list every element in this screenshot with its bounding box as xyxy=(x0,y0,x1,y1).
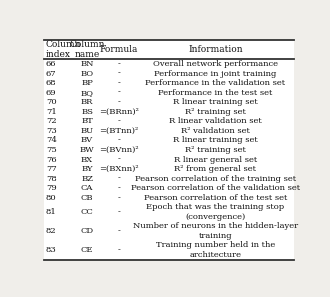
Text: R linear validation set: R linear validation set xyxy=(169,117,262,125)
Text: BX: BX xyxy=(81,156,93,164)
Text: -: - xyxy=(117,136,120,144)
Text: -: - xyxy=(117,60,120,68)
Text: -: - xyxy=(117,89,120,97)
Text: 83: 83 xyxy=(46,246,57,254)
Text: -: - xyxy=(117,246,120,254)
Text: Overall network performance: Overall network performance xyxy=(153,60,278,68)
Text: CA: CA xyxy=(81,184,93,192)
Text: -: - xyxy=(117,69,120,78)
Text: 80: 80 xyxy=(46,194,56,202)
Text: R linear training set: R linear training set xyxy=(173,136,258,144)
Text: -: - xyxy=(117,79,120,87)
Text: Pearson correlation of the validation set: Pearson correlation of the validation se… xyxy=(131,184,300,192)
Text: BU: BU xyxy=(81,127,94,135)
Text: 75: 75 xyxy=(46,146,57,154)
Text: BV: BV xyxy=(81,136,93,144)
Text: Pearson correlation of the test set: Pearson correlation of the test set xyxy=(144,194,287,202)
Text: Performance in joint training: Performance in joint training xyxy=(154,69,277,78)
Text: 73: 73 xyxy=(46,127,57,135)
Text: 74: 74 xyxy=(46,136,57,144)
Text: BS: BS xyxy=(81,108,93,116)
Text: CC: CC xyxy=(81,208,93,216)
Text: =(BXnn)²: =(BXnn)² xyxy=(99,165,139,173)
Text: BO: BO xyxy=(81,69,94,78)
Text: -: - xyxy=(117,194,120,202)
Text: Performance in the test set: Performance in the test set xyxy=(158,89,273,97)
Text: -: - xyxy=(117,227,120,235)
Text: CE: CE xyxy=(81,246,93,254)
Text: Performance in the validation set: Performance in the validation set xyxy=(146,79,285,87)
Text: 78: 78 xyxy=(46,175,57,183)
Text: =(BTnn)²: =(BTnn)² xyxy=(99,127,139,135)
Text: 79: 79 xyxy=(46,184,57,192)
Text: R linear general set: R linear general set xyxy=(174,156,257,164)
Text: R² training set: R² training set xyxy=(185,108,246,116)
Text: BW: BW xyxy=(80,146,94,154)
Text: -: - xyxy=(117,117,120,125)
Text: -: - xyxy=(117,175,120,183)
Text: 68: 68 xyxy=(46,79,56,87)
Text: 67: 67 xyxy=(46,69,56,78)
Text: BR: BR xyxy=(81,98,93,106)
Text: BP: BP xyxy=(81,79,93,87)
Text: 77: 77 xyxy=(46,165,57,173)
Text: Information: Information xyxy=(188,45,243,54)
Text: Number of neurons in the hidden-layer
training: Number of neurons in the hidden-layer tr… xyxy=(133,222,298,240)
Text: 82: 82 xyxy=(46,227,56,235)
Text: CD: CD xyxy=(81,227,94,235)
Text: CB: CB xyxy=(81,194,93,202)
Text: 66: 66 xyxy=(46,60,56,68)
Text: 69: 69 xyxy=(46,89,56,97)
Text: BT: BT xyxy=(81,117,93,125)
Text: R linear training set: R linear training set xyxy=(173,98,258,106)
Text: R² training set: R² training set xyxy=(185,146,246,154)
Text: -: - xyxy=(117,98,120,106)
Text: 76: 76 xyxy=(46,156,56,164)
Text: =(BVnn)²: =(BVnn)² xyxy=(99,146,139,154)
Text: -: - xyxy=(117,184,120,192)
Text: 72: 72 xyxy=(46,117,56,125)
Text: R² validation set: R² validation set xyxy=(181,127,250,135)
Text: 81: 81 xyxy=(46,208,57,216)
Text: Training number held in the
architecture: Training number held in the architecture xyxy=(156,241,275,259)
Text: 70: 70 xyxy=(46,98,56,106)
Text: Formula: Formula xyxy=(100,45,138,54)
Text: Column
name: Column name xyxy=(69,40,105,59)
Text: BY: BY xyxy=(81,165,93,173)
Text: 71: 71 xyxy=(46,108,57,116)
Text: =(BRnn)²: =(BRnn)² xyxy=(99,108,139,116)
Text: Pearson correlation of the training set: Pearson correlation of the training set xyxy=(135,175,296,183)
Text: BZ: BZ xyxy=(81,175,93,183)
Text: Epoch that was the training stop
(convergence): Epoch that was the training stop (conver… xyxy=(147,203,284,221)
Text: BN: BN xyxy=(80,60,94,68)
Text: -: - xyxy=(117,208,120,216)
Text: Column
index: Column index xyxy=(46,40,82,59)
Text: -: - xyxy=(117,156,120,164)
Text: BQ: BQ xyxy=(81,89,93,97)
Text: R² from general set: R² from general set xyxy=(175,165,256,173)
